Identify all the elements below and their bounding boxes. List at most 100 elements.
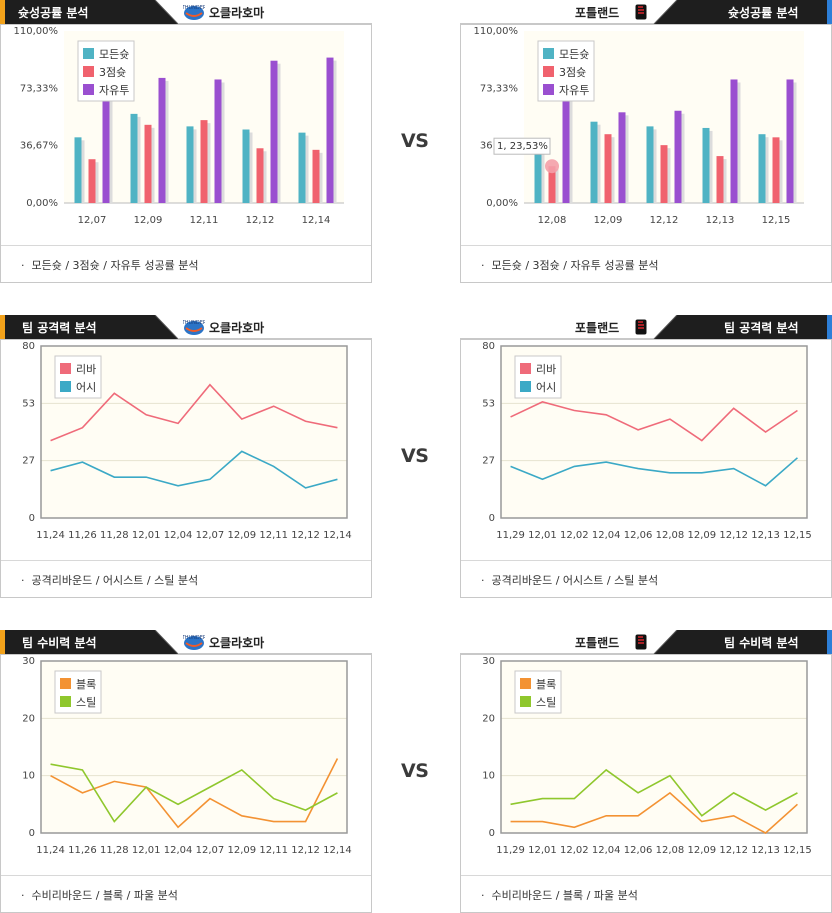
right-panel-shooting: 포틀랜드 슛성공률 분석 110,00%73,33%36,67%0,00%12,… <box>460 0 832 283</box>
footer-text: · 수비리바운드 / 블록 / 파울 분석 <box>481 889 638 902</box>
plot-frame <box>500 345 808 519</box>
series-line <box>510 768 798 817</box>
x-tick-label: 12,08 <box>656 845 685 856</box>
x-tick-label: 12,12 <box>719 530 748 541</box>
series-line <box>510 401 798 442</box>
team-name: 오클라호마 <box>209 636 265 650</box>
y-tick-label: 80 <box>22 341 35 352</box>
team-name: 포틀랜드 <box>575 636 620 650</box>
x-tick-label: 11,26 <box>68 845 97 856</box>
bar <box>298 132 306 203</box>
x-tick-label: 12,07 <box>196 845 225 856</box>
x-tick-label: 12,12 <box>719 845 748 856</box>
x-tick-label: 11,29 <box>496 530 525 541</box>
header-tab-background <box>460 630 832 654</box>
x-tick-label: 12,12 <box>246 215 275 226</box>
bar <box>660 145 668 203</box>
legend-label: 리바 <box>536 363 556 376</box>
tooltip-label: 1, 23,53% <box>497 141 548 152</box>
y-tick-label: 0,00% <box>26 198 58 209</box>
legend-label: 블록 <box>76 678 96 691</box>
x-tick-label: 12,04 <box>592 530 621 541</box>
right-header-shooting: 포틀랜드 슛성공률 분석 <box>460 0 832 24</box>
x-tick-label: 12,14 <box>302 215 331 226</box>
legend-swatch <box>520 363 531 374</box>
bar <box>604 134 612 203</box>
section-title: 슛성공률 분석 <box>728 6 799 20</box>
footer-text: · 공격리바운드 / 어시스트 / 스틸 분석 <box>21 574 199 587</box>
chart-footer: · 공격리바운드 / 어시스트 / 스틸 분석 <box>461 560 831 597</box>
x-tick-label: 12,09 <box>594 215 623 226</box>
chart-footer: · 수비리바운드 / 블록 / 파울 분석 <box>1 875 371 912</box>
svg-text:THUNDER: THUNDER <box>183 635 205 641</box>
bar <box>270 60 278 203</box>
footer-text: · 공격리바운드 / 어시스트 / 스틸 분석 <box>481 574 659 587</box>
bar <box>618 112 626 203</box>
bar-chart: 110,00%73,33%36,67%0,00%12,0812,0912,121… <box>474 26 804 226</box>
bar <box>256 148 264 203</box>
team-name: 포틀랜드 <box>575 6 620 20</box>
x-tick-label: 12,08 <box>656 530 685 541</box>
bar <box>102 96 110 203</box>
bar <box>716 156 724 203</box>
x-tick-label: 12,15 <box>783 845 812 856</box>
y-tick-label: 27 <box>22 456 35 467</box>
legend-label: 3점슛 <box>99 66 126 79</box>
left-header-offense: 팀 공격력 분석 THUNDER 오클라호마 <box>0 315 372 339</box>
svg-text:THUNDER: THUNDER <box>183 5 205 11</box>
x-tick-label: 12,09 <box>227 530 256 541</box>
y-tick-label: 53 <box>482 398 495 409</box>
left-panel-shooting: 슛성공률 분석 THUNDER 오클라호마 110,00% 73,33% 36,67… <box>0 0 372 283</box>
y-tick-label: 36,67% <box>20 141 58 152</box>
y-tick-label: 110,00% <box>474 26 519 37</box>
right-header-offense: 포틀랜드 팀 공격력 분석 <box>460 315 832 339</box>
legend-swatch <box>543 84 554 95</box>
bar <box>214 79 222 203</box>
x-tick-label: 11,24 <box>36 845 65 856</box>
x-tick-label: 12,07 <box>78 215 107 226</box>
legend-swatch <box>520 678 531 689</box>
vs-label: VS <box>401 760 429 782</box>
x-tick-label: 12,12 <box>291 530 320 541</box>
bar <box>326 57 334 203</box>
x-tick-label: 12,11 <box>259 530 288 541</box>
x-tick-label: 12,01 <box>528 530 557 541</box>
legend-swatch <box>60 381 71 392</box>
chart-footer: · 수비리바운드 / 블록 / 파울 분석 <box>461 875 831 912</box>
bar <box>772 137 780 203</box>
series-line <box>50 450 338 489</box>
team-name: 오클라호마 <box>209 321 265 335</box>
y-tick-label: 0 <box>489 513 495 524</box>
legend-label: 스틸 <box>76 696 96 709</box>
footer-text: · 모든슛 / 3점슛 / 자유투 성공률 분석 <box>481 259 659 272</box>
x-tick-label: 12,15 <box>783 530 812 541</box>
series-line <box>510 457 798 487</box>
bar <box>786 79 794 203</box>
header-tab-background <box>460 0 832 24</box>
bar <box>186 126 194 203</box>
x-tick-label: 12,02 <box>560 845 589 856</box>
bar <box>312 149 320 203</box>
x-tick-label: 12,09 <box>227 845 256 856</box>
chart-box: 80 53 27 0 11,29 12,01 12,02 12,04 12,06 12,08 12,… <box>460 339 832 598</box>
legend-label: 블록 <box>536 678 556 691</box>
header-tab-background <box>460 315 832 339</box>
bar <box>674 110 682 203</box>
bar <box>158 77 166 203</box>
section-title: 팀 수비력 분석 <box>22 636 97 650</box>
chart-footer: · 모든슛 / 3점슛 / 자유투 성공률 분석 <box>1 245 371 282</box>
plot-frame <box>40 660 348 834</box>
team-name: 오클라호마 <box>209 6 265 20</box>
bar <box>242 129 250 203</box>
x-tick-label: 12,13 <box>706 215 735 226</box>
y-tick-label: 0 <box>29 513 35 524</box>
x-tick-label: 12,02 <box>560 530 589 541</box>
y-tick-label: 53 <box>22 398 35 409</box>
bar <box>758 134 766 203</box>
y-tick-label: 10 <box>22 771 35 782</box>
x-tick-label: 12,13 <box>751 530 780 541</box>
bar <box>646 126 654 203</box>
left-header-shooting: 슛성공률 분석 THUNDER 오클라호마 <box>0 0 372 24</box>
header-tab-background <box>0 315 372 339</box>
